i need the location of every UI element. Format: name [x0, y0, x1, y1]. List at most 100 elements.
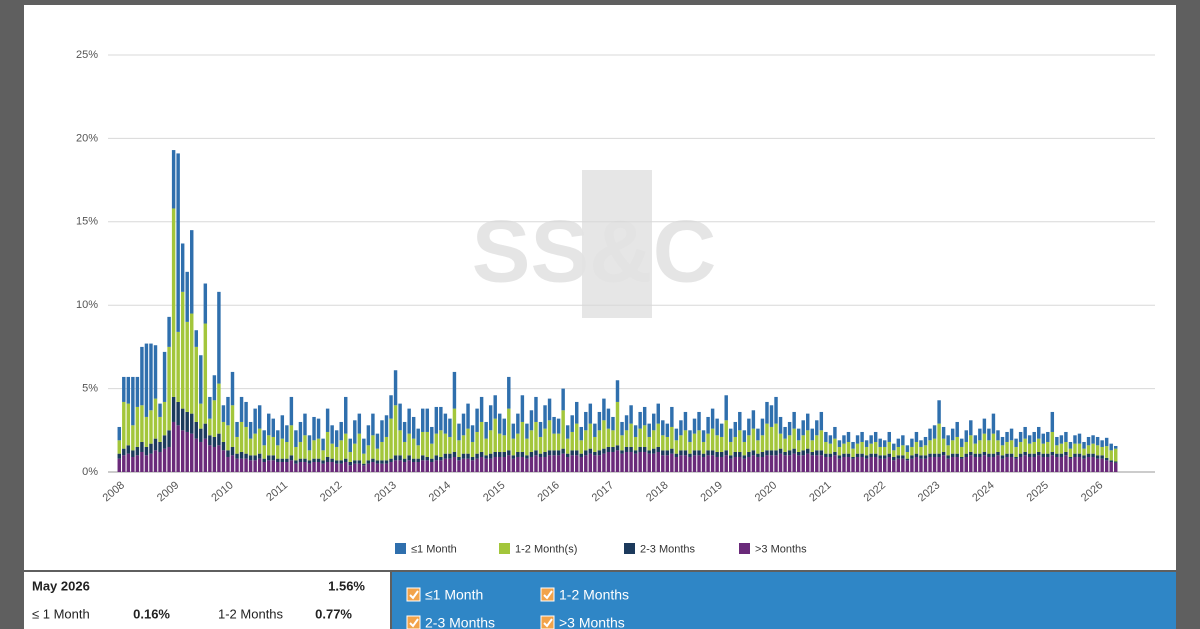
legend-item[interactable]: 2-3 Months [624, 543, 696, 555]
bar-segment [393, 455, 398, 461]
bar-segment [1009, 456, 1014, 472]
bar-segment [362, 465, 366, 472]
bar-segment [1041, 456, 1045, 472]
bar-segment [402, 421, 407, 442]
filter-checkbox[interactable]: >3 Months [540, 615, 625, 629]
bar-segment [176, 331, 180, 402]
bar-segment [353, 443, 357, 461]
bar-segment [122, 455, 126, 472]
bar-segment [969, 455, 973, 472]
bar-segment [815, 455, 819, 472]
bar-segment [611, 416, 615, 431]
bar-segment [402, 461, 407, 472]
bar-segment [855, 435, 860, 444]
bar-segment [452, 456, 457, 472]
bar-segment [144, 343, 149, 417]
bar-segment [334, 460, 339, 464]
bar-segment [149, 453, 153, 472]
bar-segment [226, 396, 230, 426]
bar-segment [819, 411, 824, 431]
bar-segment [389, 395, 393, 419]
bar-segment [556, 418, 561, 434]
bar-segment [276, 445, 280, 459]
bar-segment [738, 430, 742, 452]
bar-segment [1086, 456, 1091, 472]
bar-segment [837, 455, 842, 459]
bar-segment [941, 451, 946, 456]
legend-item[interactable]: ≤1 Month [395, 543, 457, 555]
bar-segment [289, 396, 294, 426]
bar-segment [656, 451, 660, 472]
bar-segment [760, 435, 765, 452]
bar-segment [538, 436, 543, 454]
bar-segment [307, 463, 312, 472]
bar-segment [384, 463, 389, 472]
filter-checkbox[interactable]: ≤1 Month [406, 587, 483, 603]
bar-segment [846, 431, 851, 442]
legend-swatch [739, 543, 750, 554]
bar-segment [1041, 433, 1045, 444]
bar-segment [552, 455, 556, 472]
bar-segment [1064, 455, 1068, 472]
bar-segment [629, 451, 633, 472]
bar-segment [783, 455, 787, 472]
bar-segment [285, 458, 289, 462]
bar-segment [276, 461, 280, 472]
bar-segment [538, 456, 543, 472]
bar-segment [280, 458, 285, 462]
bar-segment [362, 438, 366, 454]
bar-segment [828, 435, 833, 444]
bar-segment [493, 418, 497, 452]
bar-segment [475, 408, 479, 432]
bar-segment [1091, 456, 1095, 472]
bar-segment [421, 408, 425, 432]
bar-segment [298, 421, 303, 442]
legend-item[interactable]: >3 Months [739, 543, 807, 555]
bar-segment [747, 451, 751, 457]
bar-segment [719, 423, 724, 437]
bar-segment [914, 441, 919, 454]
bar-segment [339, 421, 343, 441]
bar-segment [978, 428, 982, 441]
bar-segment [285, 461, 289, 472]
bar-segment [575, 455, 579, 472]
bar-segment [321, 463, 325, 472]
bar-segment [710, 408, 715, 429]
bar-segment [606, 446, 611, 452]
bar-segment [230, 446, 235, 456]
bar-segment [946, 445, 950, 456]
bar-segment [289, 455, 294, 461]
bar-segment [692, 450, 697, 456]
bar-segment [624, 415, 629, 431]
bar-segment [547, 450, 552, 456]
bar-segment [910, 446, 914, 456]
bar-segment [778, 453, 783, 472]
bar-segment [185, 271, 189, 322]
bar-segment [869, 443, 873, 454]
bar-segment [1018, 456, 1023, 472]
bar-segment [1068, 456, 1073, 459]
bar-segment [969, 435, 973, 452]
bar-segment [987, 456, 991, 472]
filter-checkbox[interactable]: 2-3 Months [406, 615, 495, 629]
bar-segment [285, 441, 289, 459]
legend-item[interactable]: 1-2 Month(s) [499, 543, 577, 555]
checkbox [406, 615, 421, 629]
bar-segment [978, 453, 982, 457]
bar-segment [1014, 456, 1018, 459]
bar-segment [235, 458, 239, 472]
bar-segment [167, 446, 171, 472]
bar-segment [434, 460, 439, 472]
bar-segment [425, 408, 429, 432]
bar-segment [579, 440, 583, 454]
bar-segment [1077, 433, 1082, 444]
bar-segment [837, 446, 842, 456]
filter-checkbox[interactable]: 1-2 Months [540, 587, 629, 603]
bar-segment [199, 403, 203, 429]
bar-segment [199, 355, 203, 404]
bar-segment [153, 398, 158, 439]
bar-segment [815, 435, 819, 451]
bar-segment [366, 460, 371, 464]
bar-segment [380, 460, 384, 464]
bar-segment [602, 398, 606, 421]
